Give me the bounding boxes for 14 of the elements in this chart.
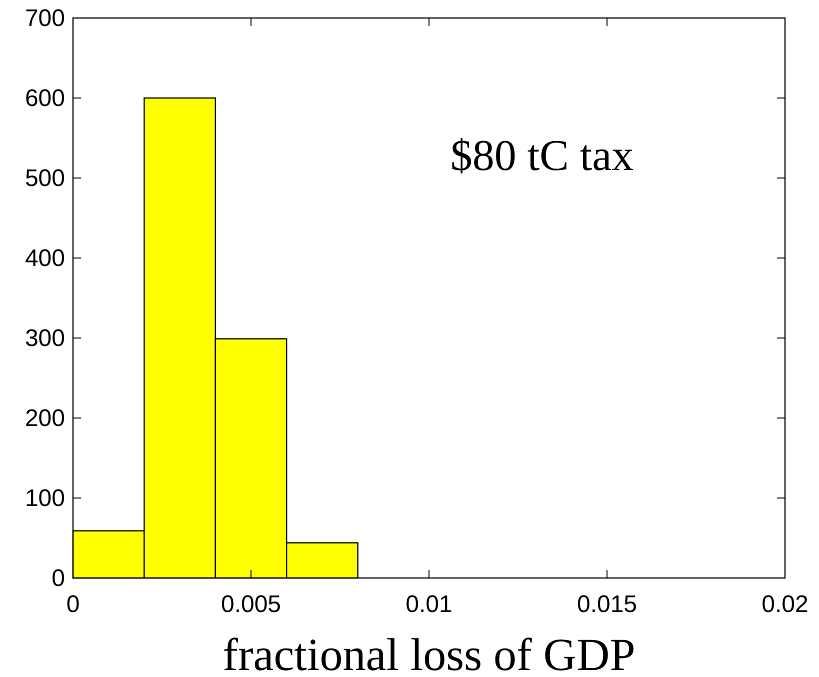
y-tick-label: 0 (52, 565, 65, 592)
annotation: $80 tC tax (450, 131, 634, 180)
x-tick-label: 0.015 (576, 591, 638, 618)
y-tick-label: 600 (24, 85, 65, 112)
x-axis-title: fractional loss of GDP (222, 629, 636, 677)
x-tick-label: 0.02 (762, 591, 808, 618)
x-tick-label: 0.005 (220, 591, 282, 618)
y-tick-label: 100 (24, 485, 65, 512)
x-tick-label: 0.01 (406, 591, 452, 618)
y-tick-label: 300 (24, 325, 65, 352)
y-tick-label: 200 (24, 405, 65, 432)
y-tick-label: 400 (24, 245, 65, 272)
y-tick-label: 500 (24, 165, 65, 192)
y-tick-label: 700 (24, 5, 65, 32)
